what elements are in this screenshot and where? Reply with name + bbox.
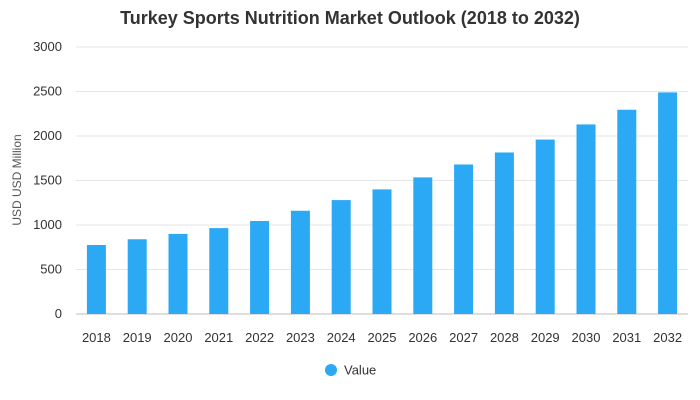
bar-2020[interactable]	[168, 233, 188, 314]
y-tick-label: 3000	[33, 39, 62, 54]
bar-2023[interactable]	[290, 210, 310, 314]
bar-2025[interactable]	[372, 189, 392, 314]
x-tick-label: 2030	[572, 330, 601, 345]
bar-2021[interactable]	[209, 228, 229, 314]
bar-2024[interactable]	[331, 200, 351, 314]
bar-2022[interactable]	[250, 220, 270, 314]
legend-swatch-value	[325, 364, 337, 376]
bar-2027[interactable]	[454, 164, 474, 314]
y-tick-label: 2000	[33, 128, 62, 143]
y-tick-label: 2500	[33, 84, 62, 99]
x-tick-label: 2028	[490, 330, 519, 345]
x-tick-label: 2018	[82, 330, 111, 345]
y-tick-label: 1000	[33, 217, 62, 232]
x-tick-label: 2029	[531, 330, 560, 345]
y-tick-label: 500	[40, 262, 62, 277]
legend[interactable]: Value	[325, 363, 376, 378]
y-tick-label: 1500	[33, 173, 62, 188]
bar-2029[interactable]	[535, 139, 555, 314]
x-tick-label: 2019	[123, 330, 152, 345]
x-tick-label: 2021	[204, 330, 233, 345]
x-tick-label: 2024	[327, 330, 356, 345]
y-axis-ticks: 0 500 1000 1500 2000 2500 3000	[33, 39, 62, 321]
x-tick-label: 2023	[286, 330, 315, 345]
x-tick-label: 2031	[612, 330, 641, 345]
x-tick-label: 2026	[408, 330, 437, 345]
bar-2019[interactable]	[127, 239, 147, 314]
x-tick-label: 2027	[449, 330, 478, 345]
y-tick-label: 0	[55, 306, 62, 321]
chart-title: Turkey Sports Nutrition Market Outlook (…	[120, 8, 580, 28]
bar-2032[interactable]	[658, 92, 678, 314]
x-tick-label: 2020	[164, 330, 193, 345]
bar-2018[interactable]	[86, 245, 106, 314]
y-axis-label: USD USD Million	[10, 134, 24, 225]
bar-2031[interactable]	[617, 109, 637, 315]
x-tick-label: 2032	[653, 330, 682, 345]
x-axis-ticks: 2018 2019 2020 2021 2022 2023 2024 2025 2026 2027…	[82, 330, 682, 345]
bar-2030[interactable]	[576, 124, 596, 315]
x-tick-label: 2025	[368, 330, 397, 345]
x-tick-label: 2022	[245, 330, 274, 345]
bar-2026[interactable]	[413, 177, 433, 314]
bars	[86, 92, 678, 315]
legend-label-value: Value	[344, 363, 376, 378]
bar-2028[interactable]	[494, 152, 514, 314]
